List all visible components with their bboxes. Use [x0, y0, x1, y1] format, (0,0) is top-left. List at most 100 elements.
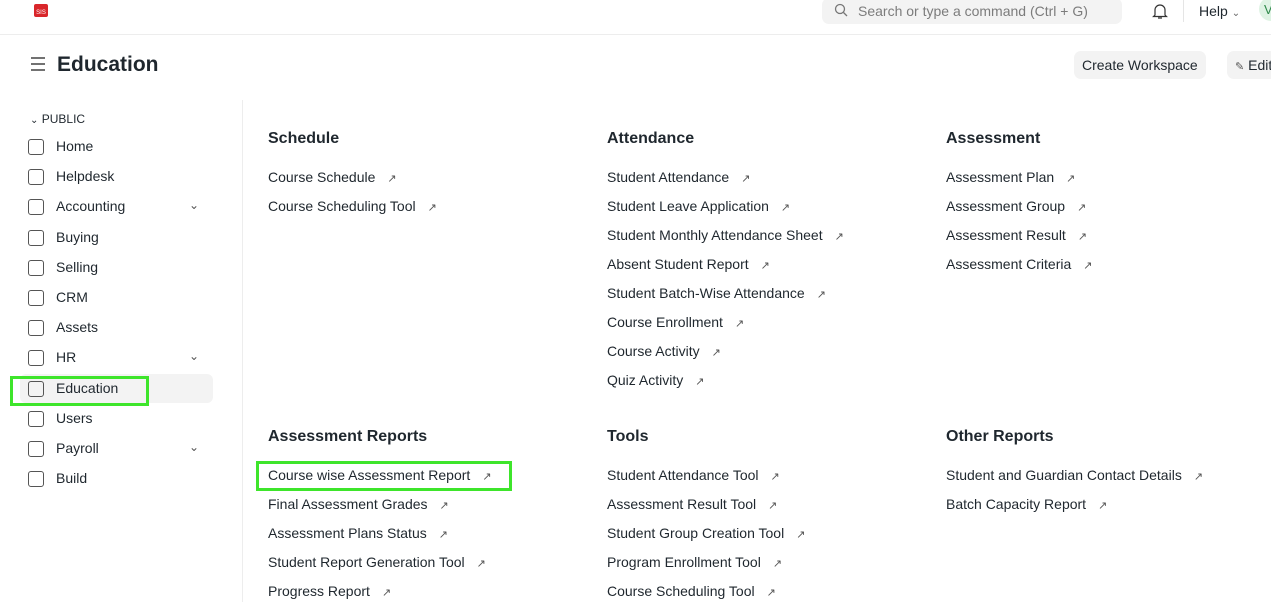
- link-label: Student Leave Application: [607, 198, 769, 214]
- link-label: Assessment Result: [946, 227, 1066, 243]
- sidebar-item-assets[interactable]: Assets: [20, 313, 213, 342]
- arrow-up-right-icon: ↗: [796, 529, 806, 541]
- sidebar-item-label: Build: [56, 470, 88, 487]
- card-title: Other Reports: [946, 428, 1054, 445]
- shortcut-link[interactable]: Assessment Group ↗: [946, 198, 1086, 214]
- shortcut-link[interactable]: Assessment Plan ↗: [946, 169, 1075, 185]
- link-label: Course Enrollment: [607, 314, 723, 330]
- sidebar-item-home[interactable]: Home: [20, 132, 213, 161]
- link-label: Assessment Group: [946, 198, 1066, 214]
- sidebar-item-label: Accounting: [56, 198, 126, 215]
- arrow-up-right-icon: ↗: [381, 587, 392, 599]
- sidebar-item-label: Buying: [56, 228, 99, 245]
- sidebar-section-public[interactable]: ⌄ PUBLIC: [30, 112, 85, 126]
- help-dropdown[interactable]: Help ⌄: [1199, 3, 1240, 19]
- shortcut-link[interactable]: Course Scheduling Tool ↗: [607, 583, 776, 599]
- help-label: Help: [1199, 3, 1228, 19]
- shortcut-link[interactable]: Quiz Activity ↗: [607, 372, 704, 388]
- accounting-icon: [28, 199, 44, 216]
- edit-label: Edit: [1248, 57, 1271, 73]
- shortcut-link[interactable]: Course Schedule ↗: [268, 169, 397, 185]
- arrow-up-right-icon: ↗: [1083, 260, 1093, 272]
- shortcut-link[interactable]: Course wise Assessment Report ↗: [268, 467, 492, 483]
- link-label: Assessment Plans Status: [268, 525, 427, 541]
- link-label: Quiz Activity: [607, 372, 684, 388]
- link-label: Student Group Creation Tool: [607, 525, 785, 541]
- shortcut-link[interactable]: Student Batch-Wise Attendance ↗: [607, 285, 826, 301]
- arrow-up-right-icon: ↗: [772, 558, 783, 570]
- sidebar-item-label: Helpdesk: [56, 168, 115, 185]
- arrow-up-right-icon: ↗: [1077, 231, 1088, 243]
- shortcut-link[interactable]: Assessment Result ↗: [946, 227, 1087, 243]
- chevron-down-icon[interactable]: ⌄: [188, 349, 199, 364]
- arrow-up-right-icon: ↗: [1066, 173, 1076, 185]
- sidebar-item-label: Users: [56, 409, 93, 426]
- divider: [1183, 0, 1184, 22]
- helpdesk-icon: [28, 169, 44, 186]
- shortcut-link[interactable]: Course Enrollment ↗: [607, 314, 744, 330]
- home-icon: [28, 139, 44, 155]
- link-label: Student Attendance Tool: [607, 467, 759, 483]
- search-input[interactable]: Search or type a command (Ctrl + G): [822, 0, 1122, 24]
- link-label: Course Schedule: [268, 169, 376, 185]
- shortcut-link[interactable]: Batch Capacity Report ↗: [946, 496, 1107, 512]
- shortcut-link[interactable]: Program Enrollment Tool ↗: [607, 554, 782, 570]
- link-label: Progress Report: [268, 583, 370, 599]
- top-navbar: SIS Search or type a command (Ctrl + G) …: [0, 0, 1271, 35]
- chevron-down-icon[interactable]: ⌄: [188, 440, 199, 454]
- arrow-up-right-icon: ↗: [476, 558, 486, 570]
- shortcut-link[interactable]: Absent Student Report ↗: [607, 256, 770, 272]
- shortcut-link[interactable]: Student Attendance Tool ↗: [607, 467, 780, 483]
- shortcut-link[interactable]: Course Activity ↗: [607, 343, 721, 359]
- arrow-up-right-icon: ↗: [741, 173, 751, 185]
- link-label: Student Batch-Wise Attendance: [607, 285, 805, 301]
- shortcut-link[interactable]: Student Monthly Attendance Sheet ↗: [607, 227, 844, 243]
- link-label: Assessment Criteria: [946, 256, 1072, 272]
- arrow-up-right-icon: ↗: [770, 471, 780, 483]
- sidebar-item-crm[interactable]: CRM: [20, 283, 213, 312]
- arrow-up-right-icon: ↗: [1193, 471, 1204, 483]
- shortcut-link[interactable]: Assessment Criteria ↗: [946, 256, 1092, 272]
- shortcut-link[interactable]: Assessment Plans Status ↗: [268, 525, 448, 541]
- arrow-up-right-icon: ↗: [711, 347, 721, 359]
- link-label: Course Scheduling Tool: [268, 198, 416, 214]
- arrow-up-right-icon: ↗: [1098, 500, 1108, 512]
- section-label: PUBLIC: [41, 112, 86, 126]
- link-label: Course Scheduling Tool: [607, 583, 755, 599]
- shortcut-link[interactable]: Assessment Result Tool ↗: [607, 496, 777, 512]
- shortcut-link[interactable]: Course Scheduling Tool ↗: [268, 198, 437, 214]
- shortcut-link[interactable]: Final Assessment Grades ↗: [268, 496, 449, 512]
- hamburger-menu-icon[interactable]: [30, 57, 46, 71]
- page-title: Education: [57, 53, 159, 76]
- arrow-up-right-icon: ↗: [1077, 202, 1087, 214]
- chevron-down-icon[interactable]: ⌄: [188, 198, 199, 213]
- arrow-up-right-icon: ↗: [427, 202, 437, 214]
- sidebar-item-payroll[interactable]: Payroll ⌄: [20, 434, 213, 463]
- sidebar-item-selling[interactable]: Selling: [20, 253, 213, 282]
- card-title: Assessment: [946, 130, 1041, 147]
- arrow-up-right-icon: ↗: [766, 587, 776, 599]
- shortcut-link[interactable]: Student Leave Application ↗: [607, 198, 790, 214]
- shortcut-link[interactable]: Student Report Generation Tool ↗: [268, 554, 486, 570]
- sidebar-item-helpdesk[interactable]: Helpdesk: [20, 162, 213, 191]
- arrow-up-right-icon: ↗: [482, 471, 492, 483]
- shortcut-link[interactable]: Student Group Creation Tool ↗: [607, 525, 805, 541]
- sidebar-item-build[interactable]: Build: [20, 464, 213, 493]
- create-workspace-button[interactable]: Create Workspace: [1074, 51, 1206, 79]
- shortcut-link[interactable]: Student Attendance ↗: [607, 169, 750, 185]
- shortcut-link[interactable]: Progress Report ↗: [268, 583, 391, 599]
- avatar[interactable]: V: [1259, 0, 1271, 21]
- shortcut-link[interactable]: Student and Guardian Contact Details ↗: [946, 467, 1203, 483]
- sidebar-item-buying[interactable]: Buying: [20, 223, 213, 252]
- card-title: Tools: [607, 428, 649, 445]
- app-logo[interactable]: SIS: [30, 1, 52, 23]
- notification-bell-icon[interactable]: [1152, 3, 1168, 20]
- sidebar-item-users[interactable]: Users: [20, 404, 213, 433]
- sidebar-item-accounting[interactable]: Accounting ⌄: [20, 192, 213, 221]
- sidebar-item-hr[interactable]: HR ⌄: [20, 343, 213, 372]
- arrow-up-right-icon: ↗: [768, 500, 778, 512]
- edit-button[interactable]: ✎ Edit: [1227, 51, 1271, 79]
- highlight-box-course-wise-report: [256, 461, 512, 491]
- sidebar-item-label: Education: [56, 379, 119, 396]
- link-label: Course wise Assessment Report: [268, 467, 471, 483]
